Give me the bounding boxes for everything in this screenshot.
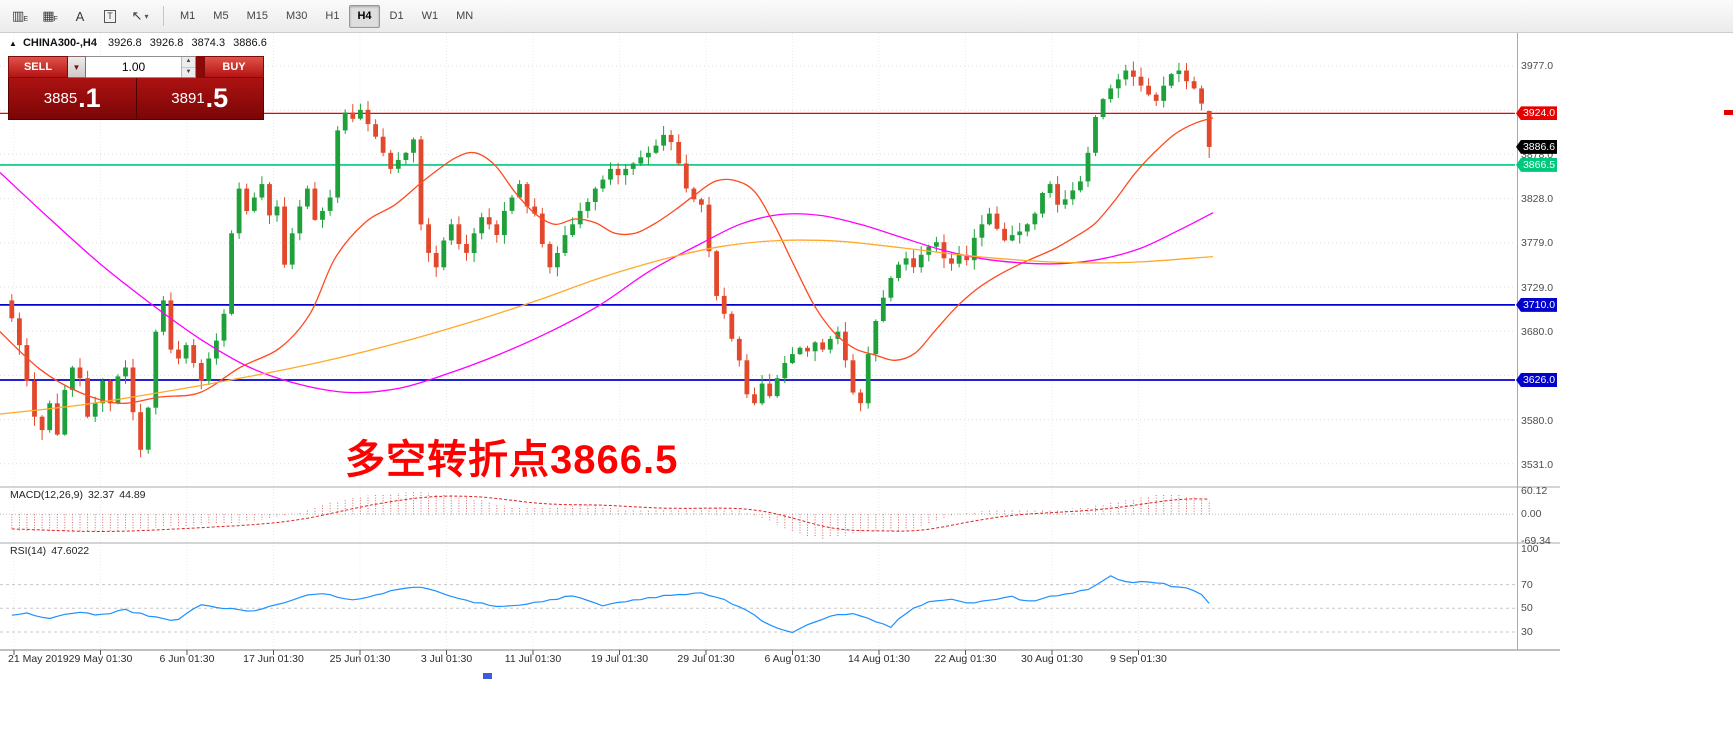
time-axis-label: 19 Jul 01:30 [590, 653, 649, 665]
time-axis-label: 22 Aug 01:30 [934, 653, 997, 665]
price-axis-label: 3680.0 [1521, 325, 1554, 338]
volume-dropdown-button[interactable]: ▼ [68, 56, 86, 78]
price-badge-3886.6: 3886.6 [1516, 139, 1557, 154]
one-click-toggle-icon[interactable]: ▲ [9, 39, 17, 48]
bid-price[interactable]: 3885 .1 [9, 78, 137, 119]
timeframe-w1-button[interactable]: W1 [421, 10, 439, 22]
ohlc-open: 3926.8 [108, 37, 142, 49]
ask-price[interactable]: 3891 .5 [137, 78, 264, 119]
price-axis-label: 3729.0 [1521, 281, 1554, 294]
price-axis-label: 3977.0 [1521, 60, 1554, 72]
macd-value-signal: 44.89 [119, 489, 146, 501]
chart-annotation-text[interactable]: 多空转折点3866.5 [345, 438, 679, 482]
timeframe-m1-button[interactable]: M1 [180, 10, 196, 22]
price-badge-3626.0: 3626.0 [1516, 373, 1557, 387]
time-axis-label: 6 Aug 01:30 [764, 653, 821, 665]
chart-header: ▲ CHINA300-,H4 3926.8 3926.8 3874.3 3886… [9, 37, 272, 49]
time-axis-label: 30 Aug 01:30 [1021, 653, 1083, 665]
price-badge-3710.0: 3710.0 [1516, 297, 1557, 312]
timeframe-mn-button[interactable]: MN [456, 10, 474, 22]
rsi-value: 47.6022 [51, 545, 90, 557]
chart-f-icon[interactable]: ▦ F [42, 8, 58, 23]
volume-field-wrap: ▲ ▼ [86, 56, 196, 78]
bid-main-digits: 3885 [43, 90, 78, 107]
ohlc-close: 3886.6 [233, 37, 267, 49]
price-axis-label: 3531.0 [1521, 459, 1554, 471]
price-axis-label: 3779.0 [1521, 237, 1554, 250]
volume-up-button[interactable]: ▲ [182, 57, 195, 68]
price-axis-label: 3580.0 [1521, 415, 1554, 428]
ohlc-high: 3926.8 [149, 37, 184, 49]
time-axis-label: 17 Jun 01:30 [243, 653, 304, 665]
bid-pip-digits: .1 [78, 83, 101, 113]
timeframe-m30-button[interactable]: M30 [285, 10, 308, 22]
volume-down-button[interactable]: ▼ [182, 67, 195, 77]
ask-pip-digits: .5 [205, 83, 229, 113]
ohlc-low: 3874.3 [191, 37, 226, 49]
top-toolbar: ▥ E ▦ F A T ↖ ▾ M1 M5 M15 M30 H1 H4 D1 W1 MN [0, 0, 1733, 33]
rsi-axis-label: 100 [1521, 543, 1539, 555]
macd-name: MACD(12,26,9) [10, 489, 83, 501]
time-axis-label: 3 Jul 01:30 [420, 653, 473, 665]
time-axis-label: 9 Sep 01:30 [1110, 653, 1167, 665]
ask-main-digits: 3891 [171, 90, 205, 107]
toolbar-separator [163, 6, 164, 26]
macd-value-main: 32.37 [87, 489, 115, 501]
cursor-tool-icon-dropdown[interactable]: ▾ [144, 11, 149, 21]
macd-axis-label: 60.12 [1521, 485, 1548, 497]
chart-window: ▲ CHINA300-,H4 3926.8 3926.8 3874.3 3886… [0, 33, 1560, 670]
bottom-blue-mark [483, 673, 492, 679]
volume-input[interactable] [86, 57, 181, 77]
timeframe-m15-button[interactable]: M15 [246, 10, 268, 22]
time-axis-label: 14 Aug 01:30 [848, 653, 910, 665]
sell-button[interactable]: SELL [8, 56, 68, 78]
volume-spinner: ▲ ▼ [181, 57, 195, 77]
rsi-axis-label: 70 [1521, 578, 1533, 591]
rsi-name: RSI(14) [10, 545, 47, 557]
time-axis-label: 21 May 2019 [8, 653, 69, 665]
axis-overlays: 3977.0 3878.0 3828.0 3779.0 3729.0 3680.0 3580… [0, 33, 1560, 670]
chart-e-icon[interactable]: ▥ E [12, 8, 28, 23]
macd-axis-label: -69.34 [1521, 535, 1551, 547]
label-tool-icon[interactable]: T [96, 4, 124, 28]
macd-axis-label: 0.00 [1521, 508, 1542, 521]
one-click-trading-panel: SELL ▼ ▲ ▼ BUY 3885 .1 3891 .5 [8, 56, 264, 120]
time-axis-label: 29 May 01:30 [68, 653, 133, 665]
price-badge-3924.0: 3924.0 [1516, 106, 1557, 121]
price-axis-label: 3828.0 [1521, 193, 1554, 206]
timeframe-h1-button[interactable]: H1 [325, 10, 340, 22]
timeframe-m5-button[interactable]: M5 [213, 10, 229, 22]
timeframe-buttons-group: M1 M5 M15 M30 H1 H4 D1 W1 MN [171, 4, 482, 28]
macd-indicator-label: MACD(12,26,9) 32.37 44.89 [10, 489, 151, 501]
rsi-indicator-label: RSI(14) 47.6022 [10, 545, 94, 557]
time-axis-label: 25 Jun 01:30 [329, 653, 391, 665]
buy-button[interactable]: BUY [204, 56, 264, 78]
rsi-axis-label: 30 [1521, 626, 1533, 638]
symbol-period-label: CHINA300-,H4 [22, 37, 97, 49]
time-axis-label: 29 Jul 01:30 [677, 653, 735, 665]
text-tool-icon[interactable]: A [75, 8, 85, 24]
cursor-tool-icon[interactable]: ↖ ▾ [131, 8, 149, 23]
drawing-tools-group: ▥ E ▦ F A T ↖ ▾ [6, 4, 156, 28]
timeframe-h4-button[interactable]: H4 [349, 4, 380, 28]
price-badge-3866.5: 3866.5 [1516, 157, 1557, 172]
rsi-axis-label: 50 [1521, 602, 1533, 615]
time-axis-label: 11 Jul 01:30 [504, 653, 562, 665]
right-edge-line-mark [1724, 110, 1733, 115]
time-axis-label: 6 Jun 01:30 [159, 653, 215, 665]
timeframe-d1-button[interactable]: D1 [389, 10, 404, 22]
